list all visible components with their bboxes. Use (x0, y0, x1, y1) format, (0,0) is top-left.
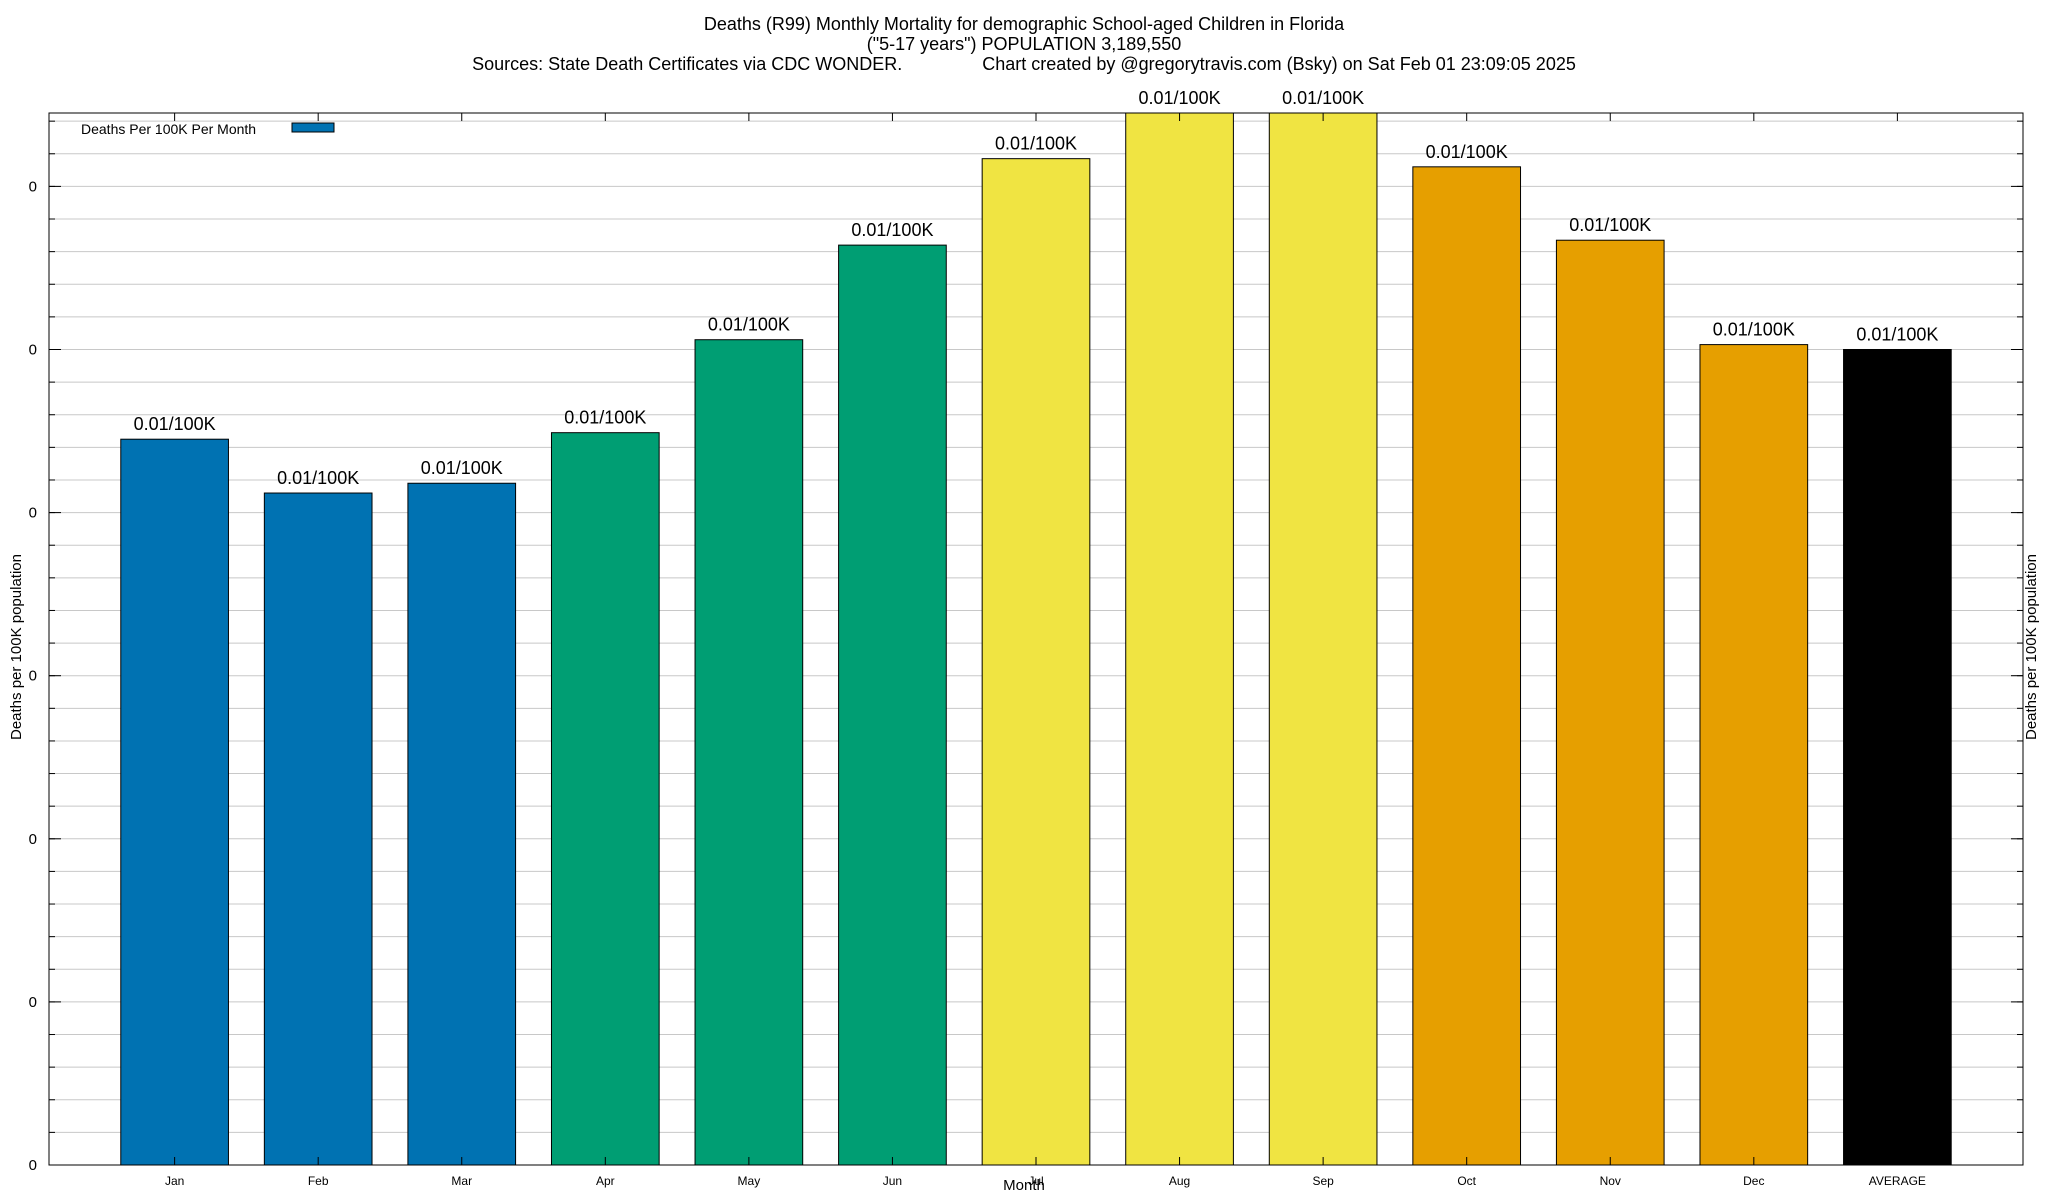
legend-swatch (291, 122, 335, 133)
bar-feb (263, 492, 373, 1166)
x-tick-label: Aug (1169, 1174, 1190, 1188)
bar-value-label: 0.01/100K (708, 315, 790, 335)
bar-oct (1412, 166, 1522, 1166)
bar-value-label: 0.01/100K (851, 220, 933, 240)
bar-value-label: 0.01/100K (134, 414, 216, 434)
x-tick-label: Dec (1743, 1174, 1764, 1188)
x-tick-label: Apr (596, 1174, 615, 1188)
bar-average (1843, 348, 1952, 1166)
bar-nov (1555, 239, 1665, 1166)
y-tick-label: 0 (29, 831, 37, 848)
bar-value-label: 0.01/100K (1426, 142, 1508, 162)
x-tick-label: Oct (1457, 1174, 1476, 1188)
y-axis-label-left: Deaths per 100K population (8, 554, 25, 740)
bar-value-label: 0.01/100K (277, 468, 359, 488)
x-axis-label: Month (1003, 1177, 1045, 1194)
chart-sources: Sources: State Death Certificates via CD… (472, 54, 903, 74)
bar-sep (1268, 112, 1378, 1166)
bar-value-label: 0.01/100K (1139, 88, 1221, 108)
chart-title: Deaths (R99) Monthly Mortality for demog… (703, 14, 1345, 34)
bar-may (694, 339, 804, 1166)
x-tick-label: Jul (1028, 1174, 1043, 1188)
bar-value-label: 0.01/100K (995, 134, 1077, 154)
chart-title-block: Deaths (R99) Monthly Mortality for demog… (0, 14, 2048, 74)
chart-sources-line: Sources: State Death Certificates via CD… (0, 54, 2048, 74)
legend-label: Deaths Per 100K Per Month (81, 121, 256, 137)
x-tick-label: Sep (1312, 1174, 1334, 1188)
bar-aug (1125, 112, 1234, 1166)
y-axis-label-right: Deaths per 100K population (2023, 554, 2040, 740)
bar-value-label: 0.01/100K (1856, 324, 1938, 344)
y-tick-label: 0 (29, 994, 37, 1011)
x-tick-label: Jun (883, 1174, 902, 1188)
bar-jul (981, 158, 1091, 1166)
chart-subtitle: ("5-17 years") POPULATION 3,189,550 (866, 34, 1182, 54)
y-tick-label: 0 (29, 341, 37, 358)
x-tick-label: AVERAGE (1869, 1174, 1926, 1188)
y-tick-label: 0 (29, 505, 37, 522)
x-tick-label: Mar (451, 1174, 472, 1188)
y-tick-label: 0 (29, 668, 37, 685)
bar-mar (407, 482, 517, 1166)
bar-layer (120, 112, 1952, 1166)
chart-credit: Chart created by @gregorytravis.com (Bsk… (982, 54, 1576, 74)
bar-value-label: 0.01/100K (421, 458, 503, 478)
label-layer: 0.01/100K 0.01/100K 0.01/100K 0.01/100K 0.01… (134, 88, 1939, 488)
bar-value-label: 0.01/100K (1569, 215, 1651, 235)
bar-dec (1699, 344, 1809, 1166)
legend: Deaths Per 100K Per Month (81, 121, 335, 137)
y-tick-label: 0 (29, 178, 37, 195)
bar-value-label: 0.01/100K (564, 408, 646, 428)
y-tick-label: 0 (29, 1157, 37, 1174)
bar-value-label: 0.01/100K (1713, 320, 1795, 340)
bar-apr (550, 432, 660, 1166)
bar-jan (120, 438, 229, 1166)
x-tick-label: Jan (165, 1174, 184, 1188)
tick-layer: 0 0 0 0 0 0 0 Jan Feb Mar Apr May Jun Jul Aug Sep Oct Nov… (29, 113, 2023, 1188)
x-tick-label: May (738, 1174, 761, 1188)
bar-jun (838, 244, 947, 1166)
x-tick-label: Nov (1600, 1174, 1621, 1188)
x-tick-label: Feb (308, 1174, 329, 1188)
bar-value-label: 0.01/100K (1282, 88, 1364, 108)
